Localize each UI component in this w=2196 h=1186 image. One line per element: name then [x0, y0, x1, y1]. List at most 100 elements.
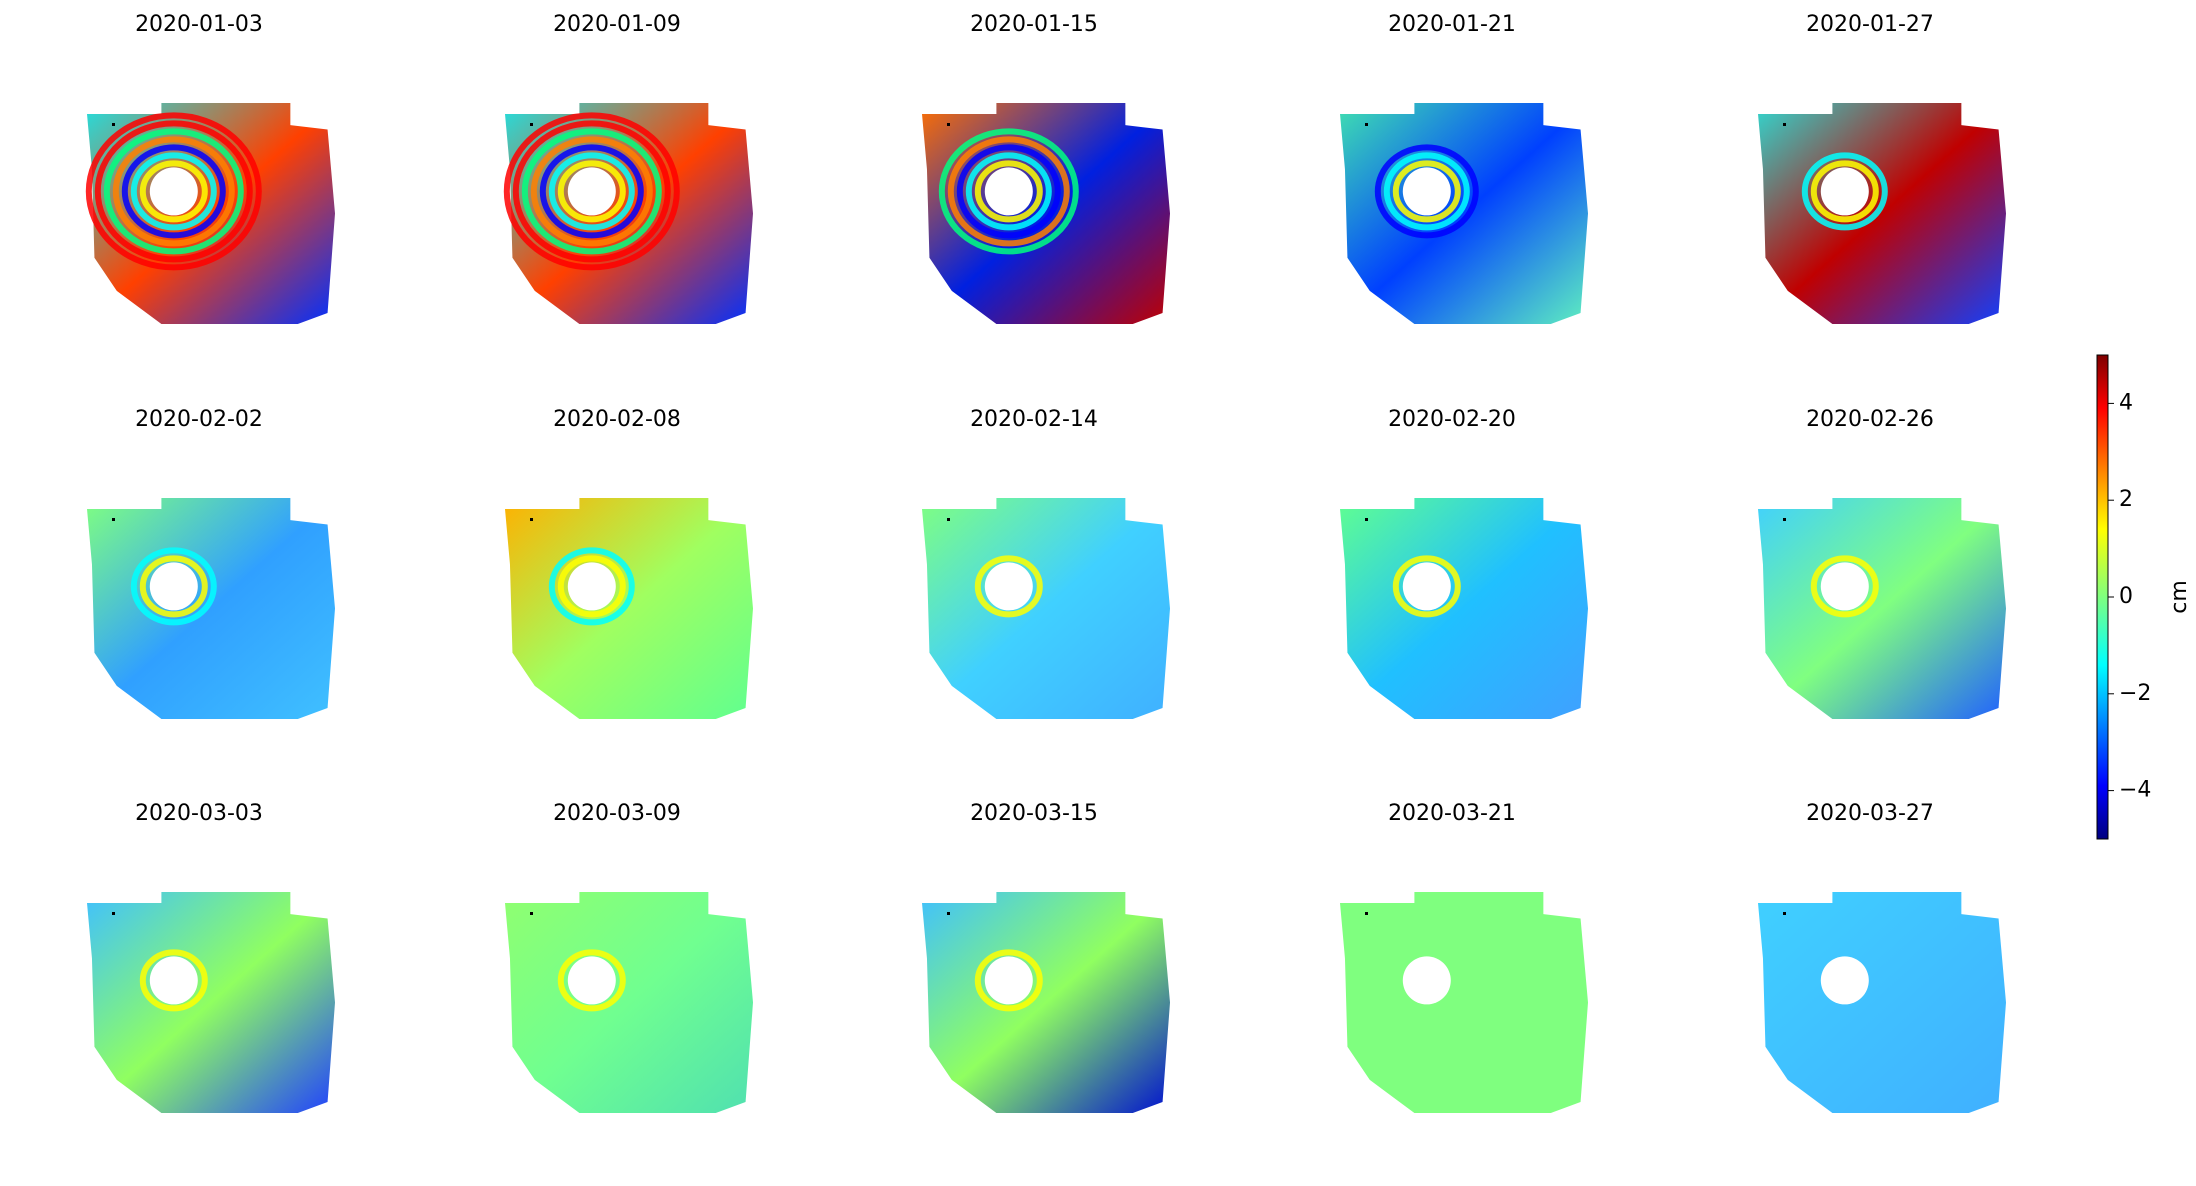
fringe	[139, 555, 208, 618]
fringe	[956, 144, 1061, 239]
panel-title: 2020-03-21	[1388, 801, 1516, 826]
panel-image	[505, 498, 753, 719]
fringe	[1801, 152, 1888, 231]
image-area	[1758, 498, 2006, 719]
fringe	[139, 949, 208, 1012]
fringe	[974, 949, 1043, 1012]
fringe	[1392, 555, 1461, 618]
panel-title: 2020-03-15	[970, 801, 1098, 826]
image-area	[922, 892, 1170, 1113]
fringe	[521, 128, 662, 255]
panel-image	[505, 892, 753, 1113]
panel-title: 2020-01-15	[970, 12, 1098, 37]
crater	[149, 562, 198, 611]
crater	[567, 167, 616, 216]
fringe	[974, 160, 1043, 223]
crater	[1402, 956, 1451, 1005]
image-area	[87, 892, 335, 1113]
panel-title: 2020-01-09	[553, 12, 681, 37]
fringe	[947, 136, 1070, 247]
fringe	[94, 120, 253, 263]
crater	[149, 167, 198, 216]
image-area	[505, 498, 753, 719]
panel-title: 2020-02-08	[553, 407, 681, 432]
panel-title: 2020-03-27	[1806, 801, 1934, 826]
fringe	[548, 152, 635, 231]
panel-title: 2020-01-27	[1806, 12, 1934, 37]
panel-title: 2020-01-03	[135, 12, 263, 37]
image-area	[505, 892, 753, 1113]
panel-image	[922, 498, 1170, 719]
crater	[149, 956, 198, 1005]
fringe	[1374, 144, 1479, 239]
panel-title: 2020-02-14	[970, 407, 1098, 432]
panel-image	[1340, 498, 1588, 719]
fringe	[112, 136, 235, 247]
reference-point	[530, 518, 533, 521]
fringe	[103, 128, 244, 255]
crater	[984, 956, 1033, 1005]
panel-title: 2020-02-02	[135, 407, 263, 432]
reference-point	[530, 912, 533, 915]
crater	[1402, 167, 1451, 216]
colorbar-tick-label: −2	[2119, 681, 2151, 706]
panel-title: 2020-01-21	[1388, 12, 1516, 37]
panel-image	[87, 498, 335, 719]
colorbar-label: cm	[2167, 580, 2192, 614]
fringe	[1392, 160, 1461, 223]
reference-point	[947, 123, 950, 126]
colorbar-tick-label: 4	[2119, 390, 2133, 415]
reference-point	[112, 123, 115, 126]
colorbar	[2096, 354, 2109, 840]
panel-image	[1758, 498, 2006, 719]
crater	[1402, 562, 1451, 611]
panel-image	[87, 892, 335, 1113]
fringe	[130, 152, 217, 231]
fringe	[548, 547, 635, 626]
reference-point	[1365, 912, 1368, 915]
reference-point	[1783, 518, 1786, 521]
fringe	[1810, 555, 1879, 618]
image-area	[1340, 892, 1588, 1113]
crater	[984, 167, 1033, 216]
reference-point	[1365, 123, 1368, 126]
fringe	[512, 120, 671, 263]
fringe	[85, 112, 262, 271]
panel-image	[922, 103, 1170, 324]
image-area	[1758, 103, 2006, 324]
fringe	[130, 547, 217, 626]
image-area	[87, 103, 335, 324]
fringe	[557, 160, 626, 223]
reference-point	[112, 912, 115, 915]
panel-image	[1340, 892, 1588, 1113]
crater	[567, 562, 616, 611]
panel-image	[1758, 892, 2006, 1113]
colorbar-tick-label: −4	[2119, 778, 2151, 803]
fringe	[938, 128, 1079, 255]
panel-image	[503, 103, 753, 324]
reference-point	[1783, 912, 1786, 915]
panel-image	[1340, 103, 1588, 324]
fringe	[139, 160, 208, 223]
fringe	[539, 144, 644, 239]
fringe	[503, 112, 680, 271]
fringe	[1383, 152, 1470, 231]
reference-point	[947, 912, 950, 915]
fringe	[557, 949, 626, 1012]
reference-point	[1365, 518, 1368, 521]
fringe	[557, 555, 626, 618]
image-area	[1340, 498, 1588, 719]
image-area	[505, 103, 753, 324]
panel-title: 2020-03-03	[135, 801, 263, 826]
image-area	[922, 103, 1170, 324]
fringe	[121, 144, 226, 239]
panel-image	[922, 892, 1170, 1113]
fringe	[1810, 160, 1879, 223]
colorbar-tick-label: 0	[2119, 584, 2133, 609]
panel-image	[1758, 103, 2006, 324]
crater	[984, 562, 1033, 611]
crater	[1820, 956, 1869, 1005]
reference-point	[112, 518, 115, 521]
crater	[1820, 562, 1869, 611]
